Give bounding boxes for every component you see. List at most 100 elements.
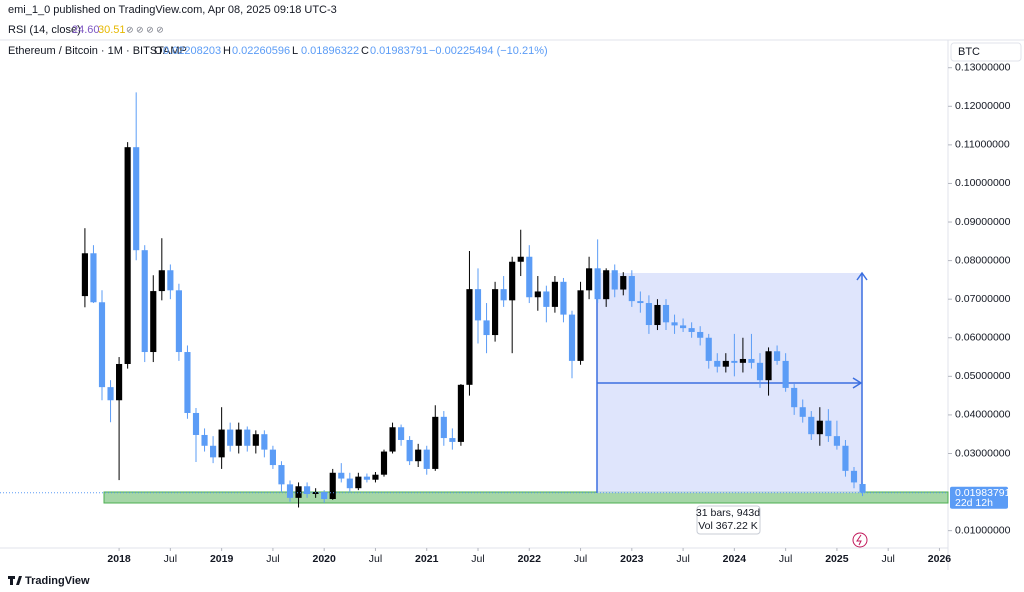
candle-body xyxy=(586,268,593,291)
candle-body xyxy=(167,270,174,291)
candle-body xyxy=(261,434,268,450)
candle-body xyxy=(688,328,695,332)
x-tick-label: 2018 xyxy=(107,553,131,565)
candle-body xyxy=(628,276,635,302)
candle-body xyxy=(534,291,541,298)
rsi-label: RSI (14, close) xyxy=(8,24,81,36)
x-tick-label: Jul xyxy=(574,553,587,565)
candle-body xyxy=(218,429,225,458)
ohlc-value: 0.01896322 xyxy=(301,45,359,57)
candle-body xyxy=(603,270,610,300)
candle-body xyxy=(680,325,687,329)
y-tick-label: 0.06000000 xyxy=(955,332,1011,344)
y-tick-label: 0.12000000 xyxy=(955,100,1011,112)
candle-body xyxy=(175,290,182,353)
candle-body xyxy=(141,250,148,353)
y-tick-label: 0.10000000 xyxy=(955,177,1011,189)
ohlc-letter: O xyxy=(154,45,163,57)
y-tick-label: 0.09000000 xyxy=(955,216,1011,228)
measure-tooltip xyxy=(696,505,761,535)
candle-body xyxy=(81,253,88,297)
candle-body xyxy=(756,362,764,381)
candle-body xyxy=(406,439,413,462)
candle-body xyxy=(286,484,294,498)
candle-body xyxy=(611,270,618,290)
candle-body xyxy=(568,314,576,361)
rsi-ma-value: 30.51 xyxy=(98,24,126,36)
candle-body xyxy=(107,387,114,401)
candle-body xyxy=(210,445,217,458)
arrow-head xyxy=(856,271,868,281)
rsi-icons[interactable]: ⊘ ⊘ ⊘ ⊘ xyxy=(126,24,164,34)
candle-body xyxy=(235,429,242,446)
candle-body xyxy=(620,276,627,290)
x-tick-label: Jul xyxy=(164,553,177,565)
last-price-label: 0.01983791 xyxy=(955,487,1011,499)
change: −0.00225494 (−10.21%) xyxy=(429,45,548,57)
symbol-info: Ethereum / Bitcoin · 1M · BITSTAMP xyxy=(8,45,187,57)
candle-body xyxy=(492,289,499,336)
currency-box[interactable] xyxy=(950,42,1022,62)
y-tick-label: 0.07000000 xyxy=(955,293,1011,305)
candle-body xyxy=(543,291,550,307)
measure-volume: Vol 367.22 K xyxy=(698,520,758,532)
candle-body xyxy=(594,268,601,300)
candle-body xyxy=(671,322,678,326)
candle-body xyxy=(731,360,738,363)
candle-body xyxy=(432,416,439,469)
candle-body xyxy=(227,429,234,446)
candle-body xyxy=(859,484,866,493)
x-tick-label: 2021 xyxy=(415,553,439,565)
last-price-tag xyxy=(950,486,1008,509)
candle-body xyxy=(645,303,652,326)
candle-body xyxy=(722,360,729,367)
candle-body xyxy=(799,407,806,417)
candle-body xyxy=(321,492,328,500)
y-tick-label: 0.03000000 xyxy=(955,447,1011,459)
candle-body xyxy=(833,436,840,446)
candle-body xyxy=(415,449,422,462)
ohlc-letter: C xyxy=(361,45,369,57)
published-line: emi_1_0 published on TradingView.com, Ap… xyxy=(8,4,337,16)
candle-body xyxy=(98,302,106,388)
candle-body xyxy=(304,486,311,494)
candle-body xyxy=(808,416,815,435)
candle-body xyxy=(791,387,798,408)
event-icon[interactable] xyxy=(852,532,868,548)
candle-body xyxy=(782,360,789,388)
tv-logo xyxy=(8,576,22,585)
y-tick-label: 0.04000000 xyxy=(955,409,1011,421)
candle-body xyxy=(380,451,388,475)
x-tick-label: Jul xyxy=(369,553,382,565)
x-tick-label: 2019 xyxy=(210,553,234,565)
candle-body xyxy=(346,478,353,489)
x-tick-label: 2022 xyxy=(518,553,542,565)
candle-body xyxy=(192,412,200,435)
candle-body xyxy=(244,429,251,446)
candle-body xyxy=(338,472,345,479)
ohlc-value: 0.01983791 xyxy=(370,45,428,57)
candle-body xyxy=(457,384,464,442)
arrow-head xyxy=(852,377,863,389)
x-tick-label: 2020 xyxy=(313,553,337,565)
candle-body xyxy=(705,337,712,361)
candle-body xyxy=(133,147,140,251)
bar-countdown: 22d 12h xyxy=(955,497,993,509)
y-tick-label: 0.05000000 xyxy=(955,370,1011,382)
candle-body xyxy=(449,438,456,442)
candle-body xyxy=(714,360,721,367)
candle-body xyxy=(474,289,482,321)
candle-body xyxy=(500,289,507,301)
support-zone[interactable] xyxy=(103,491,949,504)
x-tick-label: 2026 xyxy=(928,553,952,565)
x-tick-label: Jul xyxy=(676,553,689,565)
candle-body xyxy=(842,445,849,471)
x-tick-label: 2023 xyxy=(620,553,644,565)
candle-body xyxy=(466,289,473,385)
candle-body xyxy=(372,474,379,480)
candle-body xyxy=(90,253,97,303)
candle-body xyxy=(363,476,370,480)
candle-body xyxy=(697,331,704,338)
currency: BTC xyxy=(958,46,980,58)
